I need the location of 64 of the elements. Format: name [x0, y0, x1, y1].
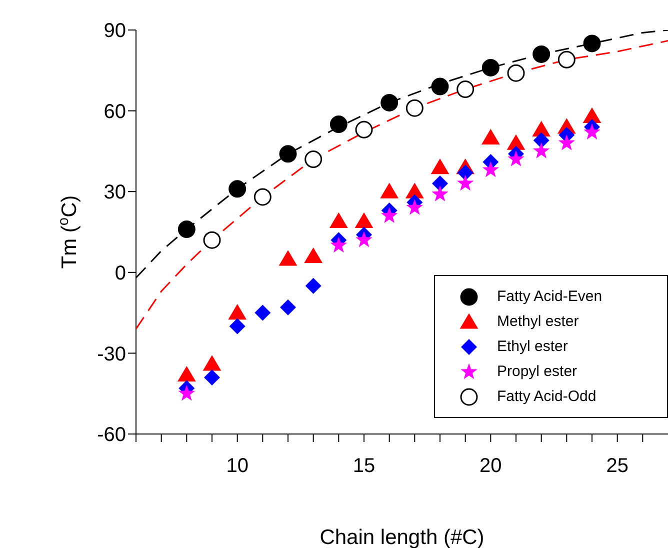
point: [456, 174, 474, 191]
point: [204, 369, 220, 386]
point: [278, 250, 298, 266]
x-tick-label: 25: [606, 455, 628, 478]
legend-label: Fatty Acid-Odd: [497, 388, 596, 405]
point: [431, 78, 449, 96]
point: [558, 50, 576, 68]
point: [482, 58, 500, 76]
legend-label: Fatty Acid-Even: [497, 288, 602, 305]
point: [507, 64, 525, 82]
point: [304, 247, 323, 264]
point: [178, 220, 196, 238]
point: [508, 150, 524, 166]
point: [280, 299, 296, 316]
x-axis-title: Chain length (#C): [320, 526, 484, 548]
point: [329, 212, 348, 228]
point: [304, 150, 322, 168]
point: [432, 176, 448, 192]
legend-label: Methyl ester: [497, 313, 579, 330]
point: [380, 94, 398, 112]
x-tick-label: 15: [352, 455, 376, 478]
point: [177, 366, 196, 382]
point: [533, 132, 550, 148]
point: [254, 188, 272, 206]
point: [254, 304, 271, 321]
point: [305, 278, 322, 294]
point: [178, 384, 196, 401]
point: [584, 124, 600, 140]
point: [228, 180, 246, 198]
y-tick-label: 0: [114, 262, 126, 284]
point: [432, 185, 448, 202]
y-tick-label: -30: [97, 343, 126, 366]
point: [406, 198, 424, 215]
point: [203, 231, 221, 249]
point: [532, 45, 550, 63]
point: [228, 304, 247, 320]
legend-label: Ethyl ester: [497, 338, 568, 355]
point: [380, 182, 399, 198]
point: [406, 99, 424, 117]
point: [330, 116, 348, 134]
point: [481, 128, 500, 145]
point: [532, 142, 550, 158]
line-series: [136, 40, 668, 330]
y-tick-label: -60: [97, 424, 126, 446]
point: [202, 355, 222, 371]
y-tick-label: 60: [104, 100, 126, 123]
point: [558, 134, 576, 150]
point: [457, 164, 474, 181]
x-tick-label: 10: [226, 455, 248, 478]
point: [583, 34, 601, 52]
point: [356, 231, 372, 248]
x-tick-label: 20: [480, 455, 502, 478]
point: [229, 318, 246, 334]
point: [354, 212, 374, 228]
y-tick-label: 90: [104, 20, 126, 42]
legend-label: Propyl ester: [497, 363, 578, 380]
point: [355, 120, 373, 138]
point: [430, 158, 450, 174]
point: [456, 80, 474, 98]
point: [279, 145, 297, 163]
point: [380, 207, 398, 223]
y-tick-label: 30: [104, 182, 126, 204]
point: [482, 161, 500, 178]
point: [330, 236, 348, 253]
